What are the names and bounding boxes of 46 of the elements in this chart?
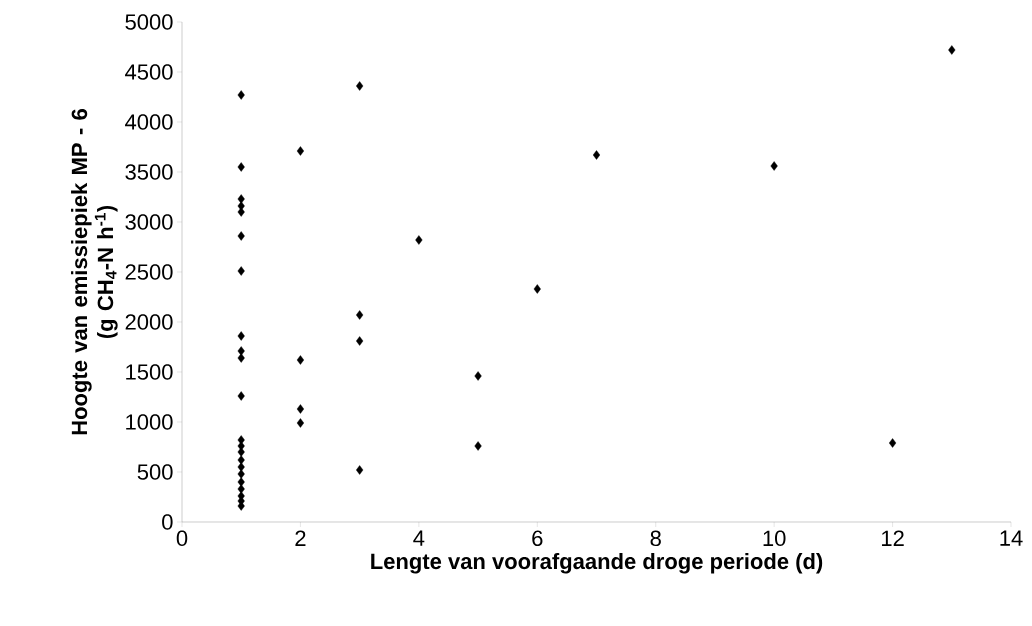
y-tick-label: 5000 — [125, 14, 173, 30]
y-tick-label: 1000 — [126, 414, 173, 430]
point — [356, 310, 364, 320]
point — [237, 353, 245, 363]
x-tick-label: 8 — [650, 530, 661, 547]
point — [237, 90, 245, 100]
x-tick-label: 6 — [532, 530, 543, 547]
point — [237, 447, 245, 457]
point — [296, 146, 305, 156]
y-tick-label: 2500 — [125, 264, 173, 280]
y-tick-label: 4000 — [125, 114, 173, 130]
point — [237, 231, 245, 241]
point — [474, 371, 482, 381]
point — [415, 235, 423, 245]
x-tick-label: 0 — [176, 530, 188, 547]
point — [356, 465, 364, 475]
y-tick-label: 3000 — [125, 214, 173, 230]
point — [474, 441, 482, 451]
x-tick-label: 10 — [763, 530, 786, 547]
point — [533, 284, 541, 294]
point — [237, 391, 245, 401]
point — [296, 355, 305, 365]
point — [237, 266, 245, 276]
point — [356, 336, 364, 346]
x-axis-title: Lengte van voorafgaande droge periode (d) — [371, 552, 823, 574]
point — [356, 81, 364, 91]
point — [948, 45, 956, 55]
y-tick-label: 2000 — [125, 314, 173, 330]
x-tick-label: 12 — [882, 530, 904, 546]
x-tick-label: 14 — [1000, 530, 1023, 546]
point — [237, 207, 245, 217]
y-tick-label: 3500 — [125, 164, 173, 180]
x-tick-label: 4 — [413, 530, 425, 546]
point — [237, 469, 245, 479]
y-tick-label: 0 — [162, 514, 173, 530]
point — [296, 418, 305, 428]
y-tick-label: 4500 — [125, 64, 173, 80]
point — [770, 161, 778, 171]
point — [237, 162, 245, 172]
point — [889, 438, 897, 448]
point — [592, 150, 601, 160]
y-tick-label: 500 — [137, 464, 173, 480]
y-tick-label: 1500 — [126, 364, 173, 380]
x-tick-label: 2 — [295, 530, 306, 546]
point — [237, 331, 245, 341]
point — [296, 404, 305, 414]
